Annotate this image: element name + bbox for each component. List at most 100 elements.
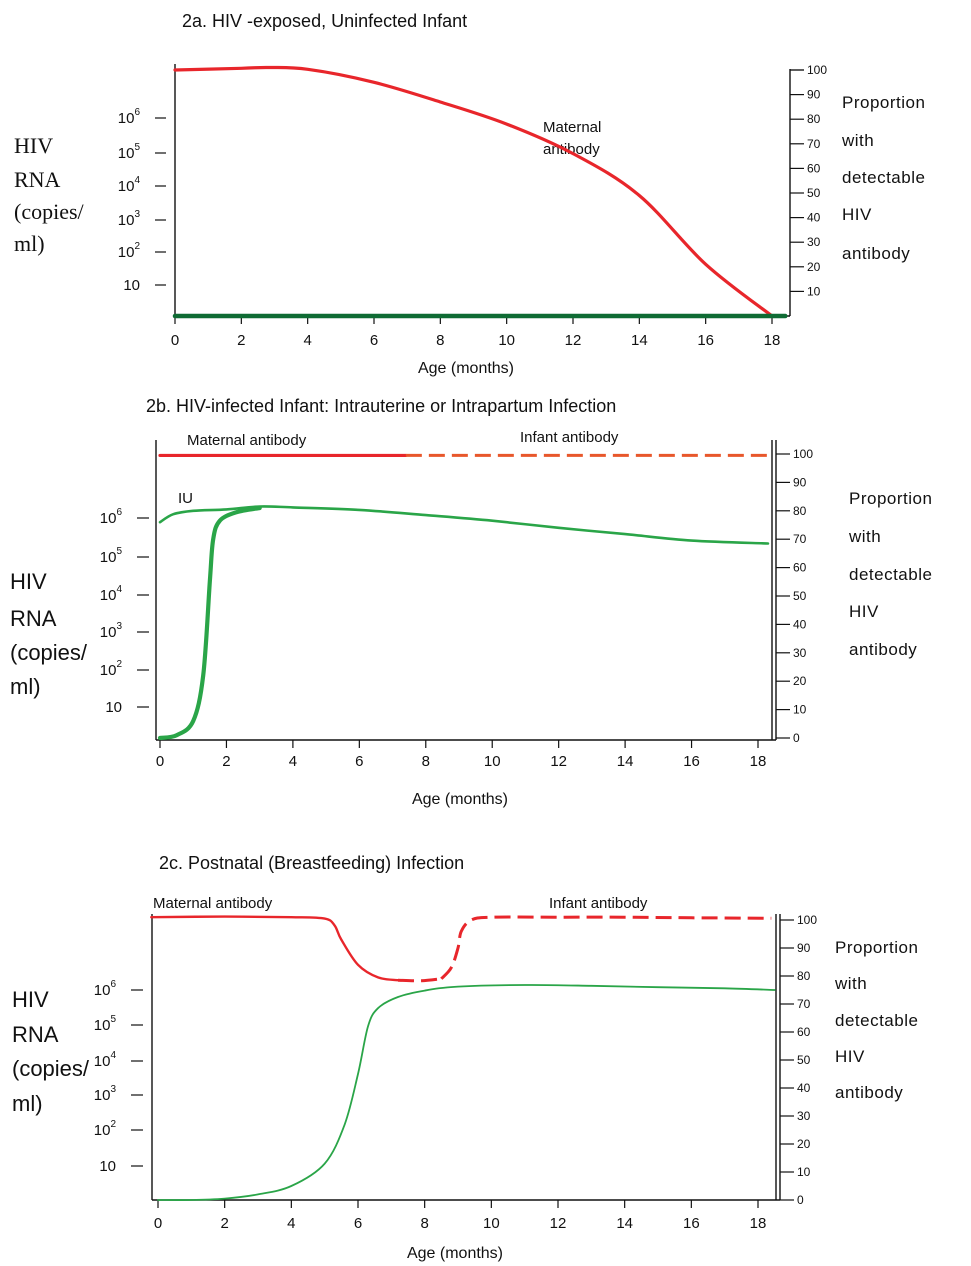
x-tick-label: 14 [631, 332, 648, 349]
y2-axis-label-line: detectable [835, 1011, 918, 1030]
x-tick-label: 12 [565, 332, 582, 349]
x-tick-label: 2 [237, 332, 245, 349]
x-tick-label: 18 [750, 753, 767, 770]
y-axis-label-line: (copies/ [12, 1056, 90, 1081]
x-tick-label: 4 [287, 1215, 295, 1232]
right-tick-label: 100 [793, 447, 813, 461]
series-line-maternal-antibody-trough- [397, 977, 442, 983]
annotation-label: Maternal [543, 119, 601, 136]
left-tick-label: 104 [118, 175, 141, 195]
y-axis-label-line: ml) [14, 231, 45, 256]
x-axis-label: Age (months) [418, 360, 514, 377]
left-tick-label: 104 [94, 1050, 117, 1070]
x-tick-label: 14 [616, 1215, 633, 1232]
left-tick-label: 103 [118, 209, 141, 229]
y2-axis-label-line: detectable [849, 565, 932, 584]
right-tick-label: 60 [807, 161, 821, 175]
annotation-label: Infant antibody [520, 429, 619, 446]
panel-2c: 2c. Postnatal (Breastfeeding) Infection 1… [12, 853, 918, 1262]
y2-axis-label-line: with [834, 974, 867, 993]
panel-2b: 2b. HIV-infected Infant: Intrauterine or… [10, 396, 932, 808]
y-axis-label-line: RNA [14, 167, 61, 192]
x-tick-label: 6 [370, 332, 378, 349]
right-tick-label: 20 [807, 260, 821, 274]
left-tick-label: 106 [94, 979, 117, 999]
y2-axis-label-line: HIV [842, 205, 872, 224]
left-tick-label: 102 [118, 241, 141, 261]
left-tick-label: 10 [99, 1158, 116, 1175]
left-tick-label: 103 [100, 621, 123, 641]
y2-axis-label-line: HIV [835, 1047, 865, 1066]
right-tick-label: 100 [807, 63, 827, 77]
x-tick-label: 8 [420, 1215, 428, 1232]
x-tick-label: 6 [355, 753, 363, 770]
right-tick-label: 40 [807, 211, 821, 225]
right-tick-label: 20 [793, 674, 807, 688]
series-line-hiv-rna [157, 984, 776, 1201]
right-tick-label: 90 [807, 88, 821, 102]
left-tick-label: 106 [118, 107, 141, 127]
right-tick-label: 10 [797, 1165, 811, 1179]
x-axis-label: Age (months) [407, 1245, 503, 1262]
x-tick-label: 2 [220, 1215, 228, 1232]
x-tick-label: 16 [697, 332, 714, 349]
x-axis-label: Age (months) [412, 791, 508, 808]
series-line-maternal-antibody [173, 65, 774, 318]
x-tick-label: 4 [289, 753, 297, 770]
right-tick-label: 40 [793, 617, 807, 631]
y2-axis-label-line: HIV [849, 602, 879, 621]
right-tick-label: 20 [797, 1137, 811, 1151]
left-tick-label: 106 [100, 507, 123, 527]
series-line-infant-antibody [440, 915, 772, 980]
y-axis-label-line: RNA [12, 1022, 59, 1047]
x-tick-label: 0 [154, 1215, 162, 1232]
y-axis-label-line: RNA [10, 606, 57, 631]
x-tick-label: 4 [303, 332, 311, 349]
right-tick-label: 80 [797, 969, 811, 983]
y-axis-label-line: ml) [10, 674, 41, 699]
right-tick-label: 60 [797, 1025, 811, 1039]
x-tick-label: 16 [683, 753, 700, 770]
y2-axis-label-line: Proportion [849, 489, 932, 508]
left-tick-label: 10 [105, 699, 122, 716]
left-tick-label: 104 [100, 584, 123, 604]
panel-title: 2b. HIV-infected Infant: Intrauterine or… [146, 396, 616, 416]
left-tick-label: 102 [94, 1119, 117, 1139]
y-axis-label-line: (copies/ [10, 640, 88, 665]
y2-axis-label-line: antibody [849, 640, 917, 659]
x-tick-label: 10 [483, 1215, 500, 1232]
left-tick-label: 103 [94, 1084, 117, 1104]
right-tick-label: 90 [797, 941, 811, 955]
annotation-label: Maternal antibody [153, 895, 273, 912]
x-tick-label: 0 [156, 753, 164, 770]
annotation-label: IU [178, 490, 193, 507]
right-tick-label: 40 [797, 1081, 811, 1095]
x-tick-label: 8 [436, 332, 444, 349]
y-axis-label-line: (copies/ [14, 199, 85, 224]
x-tick-label: 16 [683, 1215, 700, 1232]
x-tick-label: 6 [354, 1215, 362, 1232]
left-tick-label: 105 [94, 1014, 117, 1034]
y-axis-label-line: HIV [10, 569, 47, 594]
y-axis-label-line: HIV [14, 133, 53, 158]
right-tick-label: 10 [793, 703, 807, 717]
x-tick-label: 14 [617, 753, 634, 770]
right-tick-label: 90 [793, 475, 807, 489]
y2-axis-label-line: with [841, 131, 874, 150]
right-tick-label: 80 [807, 112, 821, 126]
right-tick-label: 30 [807, 235, 821, 249]
right-tick-label: 70 [793, 532, 807, 546]
right-tick-label: 0 [797, 1193, 804, 1207]
y-axis-label-line: ml) [12, 1091, 43, 1116]
left-tick-label: 10 [123, 277, 140, 294]
y2-axis-label-line: antibody [842, 244, 910, 263]
x-tick-label: 12 [550, 753, 567, 770]
x-tick-label: 18 [750, 1215, 767, 1232]
panel-2a: 2a. HIV -exposed, Uninfected Infant10102… [14, 11, 925, 377]
right-tick-label: 10 [807, 284, 821, 298]
series-line-intrapartum [157, 505, 262, 741]
right-tick-label: 80 [793, 504, 807, 518]
series-line-iu [158, 505, 770, 545]
right-tick-label: 50 [807, 186, 821, 200]
x-tick-label: 10 [498, 332, 515, 349]
